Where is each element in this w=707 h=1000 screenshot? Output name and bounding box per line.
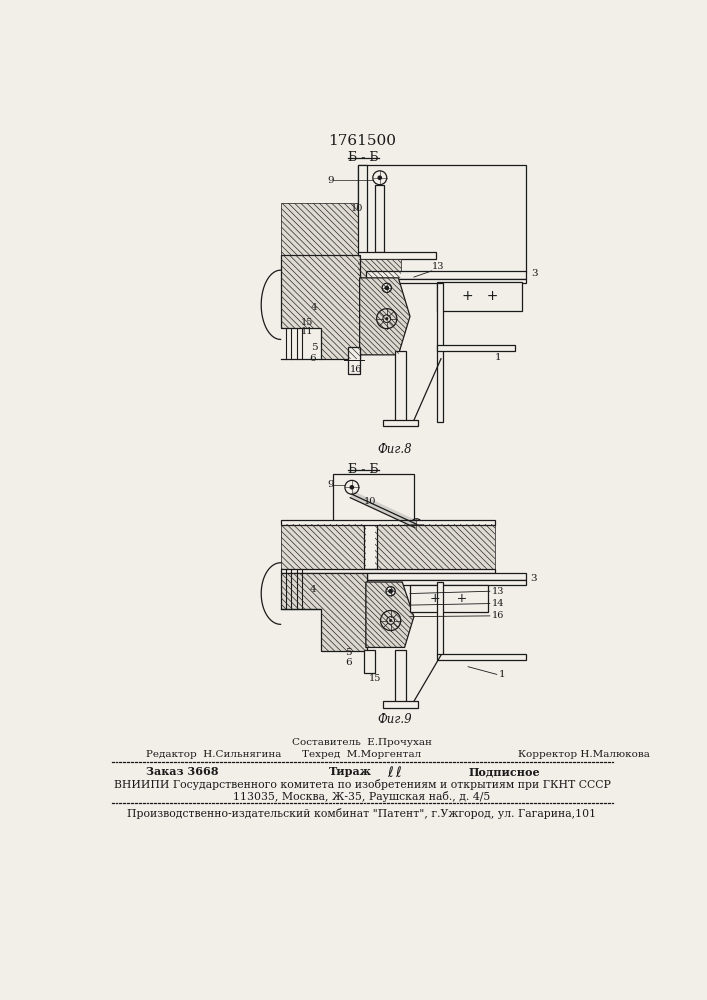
Circle shape — [378, 175, 382, 180]
Circle shape — [385, 286, 389, 290]
Bar — [358, 259, 401, 278]
Text: Фиг.8: Фиг.8 — [378, 443, 411, 456]
Polygon shape — [281, 573, 368, 651]
Bar — [368, 580, 526, 585]
Text: 13: 13 — [491, 587, 504, 596]
Text: 5: 5 — [311, 343, 317, 352]
Text: 10: 10 — [363, 497, 376, 506]
Circle shape — [382, 283, 392, 292]
Text: 6: 6 — [345, 658, 352, 667]
Text: 9: 9 — [327, 176, 334, 185]
Text: 3: 3 — [530, 574, 537, 583]
Bar — [281, 524, 366, 569]
Bar — [358, 165, 526, 272]
Text: 15: 15 — [369, 674, 381, 683]
Text: Редактор  Н.Сильнягина: Редактор Н.Сильнягина — [146, 750, 282, 759]
Text: Составитель  Е.Прочухан: Составитель Е.Прочухан — [292, 738, 432, 747]
Bar — [375, 185, 385, 252]
Bar — [366, 279, 526, 283]
Circle shape — [349, 485, 354, 490]
Bar — [281, 569, 495, 573]
Text: 16: 16 — [349, 365, 362, 374]
Bar — [437, 345, 515, 351]
Text: $\mathit{\ell\,\ell}$: $\mathit{\ell\,\ell}$ — [387, 765, 402, 780]
Bar — [383, 701, 418, 708]
Bar — [358, 165, 368, 253]
Text: 5: 5 — [345, 648, 352, 657]
Circle shape — [345, 480, 359, 494]
Bar — [375, 524, 495, 569]
Bar — [281, 203, 358, 255]
Text: 4: 4 — [310, 585, 316, 594]
Bar — [437, 283, 443, 422]
Polygon shape — [366, 582, 414, 647]
Bar — [368, 573, 526, 580]
Text: 14: 14 — [491, 599, 504, 608]
Bar — [332, 474, 414, 524]
Bar — [395, 650, 406, 705]
Text: Б - Б: Б - Б — [348, 463, 379, 476]
Circle shape — [385, 317, 388, 320]
Bar — [281, 520, 495, 525]
Text: 1: 1 — [495, 353, 502, 362]
Bar — [383, 420, 418, 426]
Text: ВНИИПИ Государственного комитета по изобретениям и открытиям при ГКНТ СССР: ВНИИПИ Государственного комитета по изоб… — [114, 779, 610, 790]
Bar — [366, 271, 526, 279]
Text: 16: 16 — [491, 611, 504, 620]
Text: 13: 13 — [432, 262, 444, 271]
Circle shape — [411, 519, 422, 530]
Text: 113035, Москва, Ж-35, Раушская наб., д. 4/5: 113035, Москва, Ж-35, Раушская наб., д. … — [233, 791, 491, 802]
Text: Б - Б: Б - Б — [348, 151, 379, 164]
Text: 11: 11 — [300, 327, 313, 336]
Circle shape — [373, 171, 387, 185]
Bar — [437, 654, 526, 660]
Polygon shape — [281, 255, 360, 359]
Bar — [358, 252, 436, 259]
Text: 4: 4 — [310, 303, 317, 312]
Text: Техред  М.Моргентал: Техред М.Моргентал — [303, 750, 421, 759]
Circle shape — [388, 589, 393, 594]
Text: Корректор Н.Малюкова: Корректор Н.Малюкова — [518, 750, 650, 759]
Text: Заказ 3668: Заказ 3668 — [146, 766, 219, 777]
Polygon shape — [360, 278, 410, 355]
Bar — [363, 650, 375, 673]
Text: 3: 3 — [532, 269, 538, 278]
Text: Производственно-издательский комбинат "Патент", г.Ужгород, ул. Гагарина,101: Производственно-издательский комбинат "П… — [127, 808, 597, 819]
Text: 9: 9 — [327, 480, 334, 489]
Text: 1761500: 1761500 — [328, 134, 396, 148]
Text: Подписное: Подписное — [468, 766, 539, 777]
Text: +   +: + + — [462, 289, 498, 303]
Circle shape — [386, 587, 395, 596]
Text: Фиг.9: Фиг.9 — [378, 713, 411, 726]
Bar — [395, 351, 406, 424]
Text: 1: 1 — [499, 670, 506, 679]
Circle shape — [389, 619, 392, 622]
Bar — [348, 347, 360, 374]
Text: 10: 10 — [351, 204, 363, 213]
Bar — [364, 524, 377, 569]
Bar — [410, 585, 488, 612]
Text: +    +: + + — [430, 592, 467, 605]
Circle shape — [414, 522, 419, 526]
Text: 15: 15 — [300, 318, 313, 327]
Bar — [437, 282, 522, 311]
Text: Тираж: Тираж — [329, 766, 371, 777]
Bar — [437, 582, 443, 655]
Text: 6: 6 — [310, 354, 316, 363]
